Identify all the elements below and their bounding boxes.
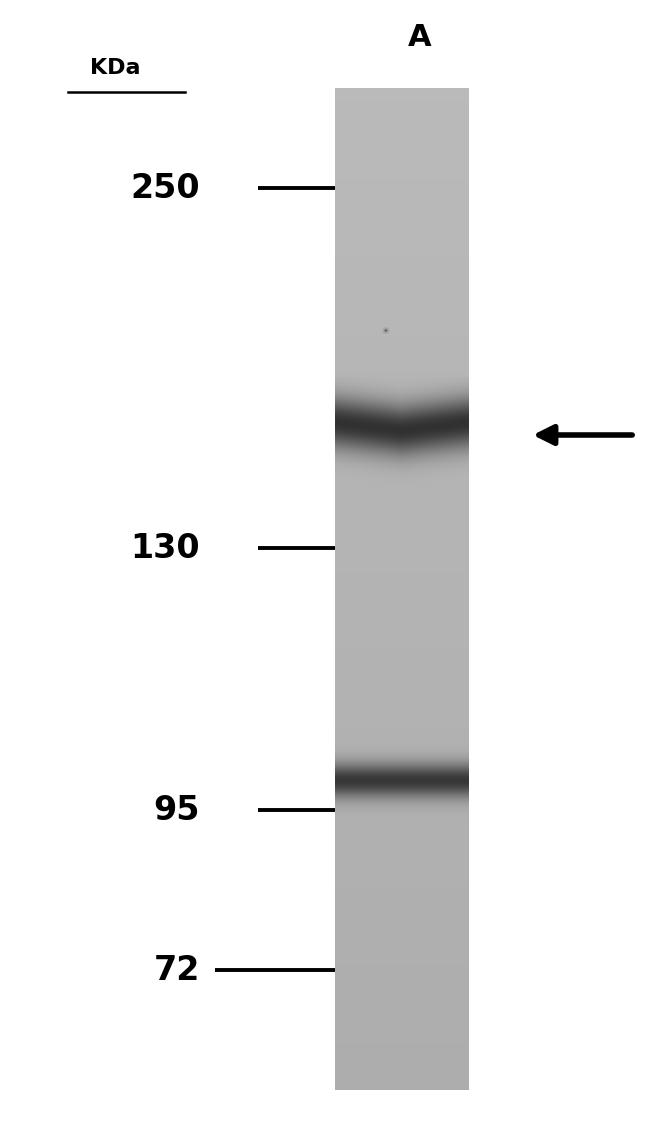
Text: 130: 130	[131, 532, 200, 564]
Text: A: A	[408, 24, 432, 53]
Text: 72: 72	[153, 953, 200, 987]
Text: 250: 250	[131, 172, 200, 205]
Text: KDa: KDa	[90, 58, 140, 78]
Text: 95: 95	[153, 794, 200, 826]
